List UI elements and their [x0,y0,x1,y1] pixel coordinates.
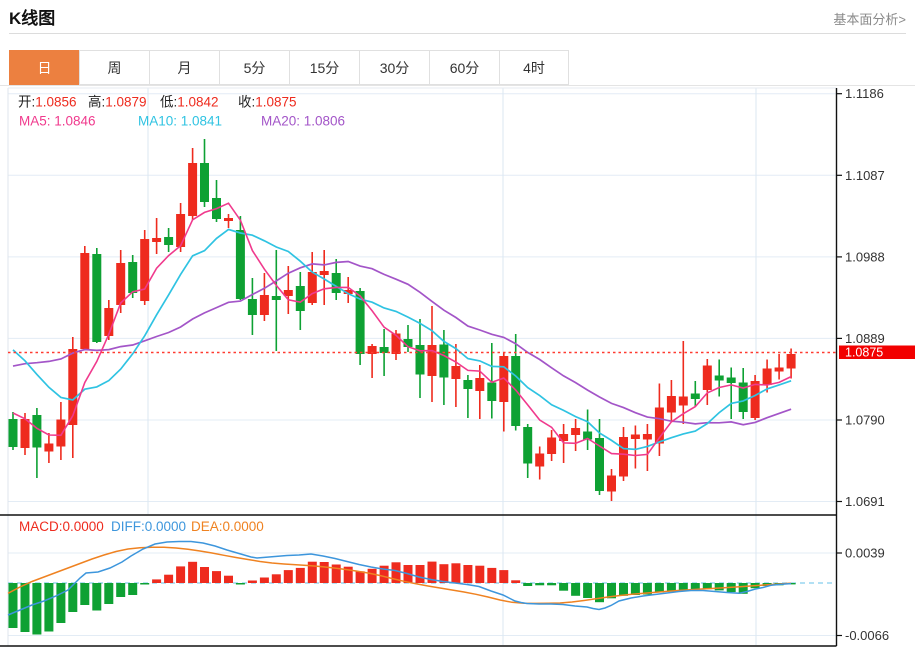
svg-text:1.1186: 1.1186 [845,86,884,101]
svg-text:MACD:0.0000: MACD:0.0000 [19,519,104,534]
svg-text:0.0039: 0.0039 [845,546,885,561]
svg-text:MA5: 1.0846: MA5: 1.0846 [19,114,96,129]
svg-text:DIFF:0.0000: DIFF:0.0000 [111,519,186,534]
svg-text:高:1.0879: 高:1.0879 [88,94,147,110]
svg-text:MA10: 1.0841: MA10: 1.0841 [138,114,222,129]
svg-text:1.0875: 1.0875 [845,346,883,360]
svg-text:1.0790: 1.0790 [845,413,885,428]
svg-text:低:1.0842: 低:1.0842 [160,95,219,110]
svg-text:1.0889: 1.0889 [845,331,885,346]
svg-text:1.1087: 1.1087 [845,168,885,183]
svg-text:1.0988: 1.0988 [845,249,885,264]
svg-text:DEA:0.0000: DEA:0.0000 [191,519,264,534]
svg-text:1.0691: 1.0691 [845,494,885,509]
svg-text:开:1.0856: 开:1.0856 [18,95,77,110]
svg-text:MA20: 1.0806: MA20: 1.0806 [261,114,345,129]
svg-text:收:1.0875: 收:1.0875 [238,95,297,110]
svg-text:-0.0066: -0.0066 [845,628,889,643]
